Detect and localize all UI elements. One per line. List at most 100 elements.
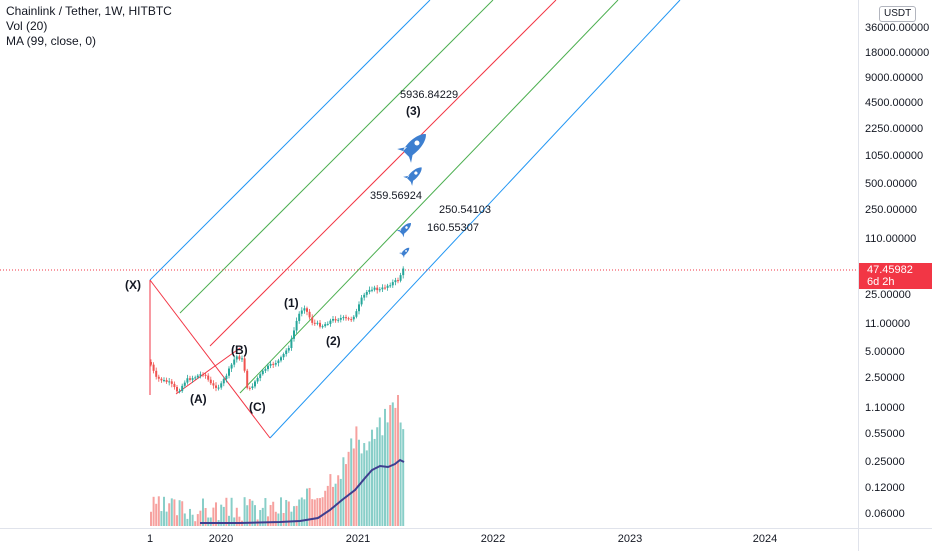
volume-bar	[235, 507, 238, 526]
rocket-icon	[397, 134, 426, 163]
candle-body	[178, 391, 181, 393]
axis-corner	[858, 528, 932, 551]
volume-bar	[339, 478, 342, 526]
time-tick: 2021	[345, 533, 371, 545]
volume-bar	[165, 511, 168, 526]
last-price-value: 47.45982	[867, 264, 913, 276]
volume-bar	[251, 500, 254, 526]
volume-bar	[345, 464, 347, 526]
candle-body	[251, 386, 254, 389]
candle-body	[186, 378, 189, 383]
volume-bar	[191, 514, 194, 526]
volume-bar	[168, 503, 171, 526]
candle-body	[264, 369, 267, 371]
candle-body	[199, 374, 202, 376]
pitchfork-drawing[interactable]	[149, 0, 681, 439]
candle-body	[173, 383, 176, 388]
currency-badge[interactable]: USDT	[879, 6, 917, 22]
wave-label-x[interactable]: (X)	[125, 278, 141, 292]
legend-volume[interactable]: Vol (20)	[6, 19, 48, 33]
volume-bar	[365, 450, 368, 526]
candle-body	[238, 356, 241, 360]
rocket-icon	[403, 167, 422, 186]
wave-label-b[interactable]: (B)	[231, 343, 248, 357]
volume-bar	[285, 499, 288, 526]
price-axis[interactable]: USDT 36000.00000 18000.00000 9000.00000 …	[858, 0, 932, 528]
candle-body	[324, 324, 327, 327]
candle-body	[212, 383, 215, 386]
pitchfork-lower-inner-line[interactable]	[239, 0, 619, 394]
volume-bar	[326, 485, 329, 526]
wave-label-c[interactable]: (C)	[249, 400, 266, 414]
volume-bar	[230, 497, 233, 526]
candle-body	[256, 378, 259, 382]
pitchfork-handle-c[interactable]	[175, 347, 241, 395]
candle-body	[233, 359, 236, 365]
chart-pane[interactable]: Chainlink / Tether, 1W, HITBTC Vol (20) …	[0, 0, 858, 528]
volume-bar	[293, 506, 295, 526]
target-label-1[interactable]: 5936.84229	[400, 89, 459, 101]
candle-body	[332, 318, 334, 321]
wave-label-3[interactable]: (3)	[406, 104, 421, 118]
target-label-4[interactable]: 160.55307	[427, 222, 479, 234]
wave-label-1[interactable]: (1)	[284, 296, 299, 310]
candle-body	[368, 289, 371, 292]
candle-body	[300, 310, 303, 314]
time-axis[interactable]: 1 2020 2021 2022 2023 2024	[0, 528, 858, 551]
time-tick: 2020	[208, 533, 234, 545]
candle-body	[339, 317, 342, 320]
pitchfork-median-line[interactable]	[209, 0, 557, 347]
volume-bar	[378, 417, 381, 526]
candle-body	[228, 368, 230, 376]
moving-average-line	[200, 458, 405, 524]
volume-bar	[269, 505, 272, 526]
price-tick: 25.00000	[865, 289, 911, 301]
candle-body	[183, 382, 186, 386]
candle-body	[170, 381, 173, 384]
volume-bar	[248, 499, 251, 526]
candle-body	[254, 381, 256, 387]
candle-body	[397, 280, 399, 282]
legend-symbol[interactable]: Chainlink / Tether, 1W, HITBTC	[6, 4, 172, 18]
volume-bar	[355, 426, 358, 526]
candle-body	[204, 374, 207, 376]
rocket-icon	[396, 223, 411, 238]
volume-bar	[259, 510, 262, 526]
candle-body	[347, 318, 350, 320]
wave-label-a[interactable]: (A)	[190, 392, 207, 406]
volume-bar	[160, 511, 163, 526]
candle-body	[168, 381, 171, 383]
candle-body	[345, 317, 347, 319]
pitchfork-upper-inner-line[interactable]	[179, 0, 494, 314]
target-label-2[interactable]: 359.56924	[370, 190, 422, 202]
volume-bar	[155, 503, 158, 526]
volume-bar	[243, 497, 246, 526]
price-tick: 1.10000	[865, 402, 905, 414]
volume-bar	[186, 518, 189, 526]
volume-bar	[238, 516, 241, 526]
candle-body	[176, 387, 178, 392]
pitchfork-upper-line[interactable]	[149, 0, 431, 281]
candle-body	[386, 285, 389, 288]
candle-body	[235, 356, 238, 360]
candle-body	[378, 289, 381, 291]
candle-body	[163, 380, 165, 382]
candle-body	[376, 287, 379, 291]
volume-bar	[329, 474, 332, 526]
volume-bar	[228, 515, 230, 526]
pitchfork-handle-a[interactable]	[149, 279, 271, 439]
wave-label-2[interactable]: (2)	[326, 334, 341, 348]
candle-body	[191, 378, 194, 380]
candle-body	[160, 378, 163, 381]
candle-body	[298, 313, 301, 321]
target-label-3[interactable]: 250.54103	[439, 204, 491, 216]
legend-ma[interactable]: MA (99, close, 0)	[6, 34, 97, 48]
candle-body	[248, 387, 251, 389]
pitchfork-lower-line[interactable]	[269, 0, 681, 439]
bar-countdown: 6d 2h	[867, 276, 895, 288]
candle-body	[285, 350, 288, 355]
chart-canvas[interactable]	[0, 0, 858, 528]
candle-body	[394, 280, 397, 283]
candle-body	[202, 374, 204, 376]
volume-bar	[181, 501, 184, 526]
